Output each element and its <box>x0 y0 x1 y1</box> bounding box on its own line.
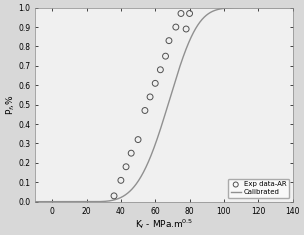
Calibrated <box>299 6 303 9</box>
Exp data-AR <box>173 25 178 29</box>
Line: Calibrated: Calibrated <box>35 8 301 202</box>
Exp data-AR <box>184 27 188 31</box>
Exp data-AR <box>187 12 192 15</box>
Exp data-AR <box>167 39 171 43</box>
Exp data-AR <box>143 109 147 112</box>
Calibrated <box>241 6 244 9</box>
Exp data-AR <box>119 178 123 182</box>
Exp data-AR <box>178 12 183 15</box>
Calibrated <box>60 200 64 203</box>
Legend: Exp data-AR, Calibrated: Exp data-AR, Calibrated <box>228 179 289 198</box>
Exp data-AR <box>163 54 168 58</box>
Calibrated <box>216 8 219 11</box>
Calibrated <box>150 151 154 154</box>
Exp data-AR <box>124 165 129 169</box>
Calibrated <box>246 6 249 9</box>
Calibrated <box>141 172 144 175</box>
Exp data-AR <box>112 194 116 198</box>
Exp data-AR <box>148 95 153 99</box>
Exp data-AR <box>136 138 140 141</box>
Exp data-AR <box>158 68 163 72</box>
Exp data-AR <box>129 151 134 155</box>
Exp data-AR <box>153 82 158 85</box>
Calibrated <box>33 200 37 203</box>
X-axis label: K$_I$ - MPa.m$^{0.5}$: K$_I$ - MPa.m$^{0.5}$ <box>135 217 193 231</box>
Y-axis label: P$_f$,%: P$_f$,% <box>4 94 17 115</box>
